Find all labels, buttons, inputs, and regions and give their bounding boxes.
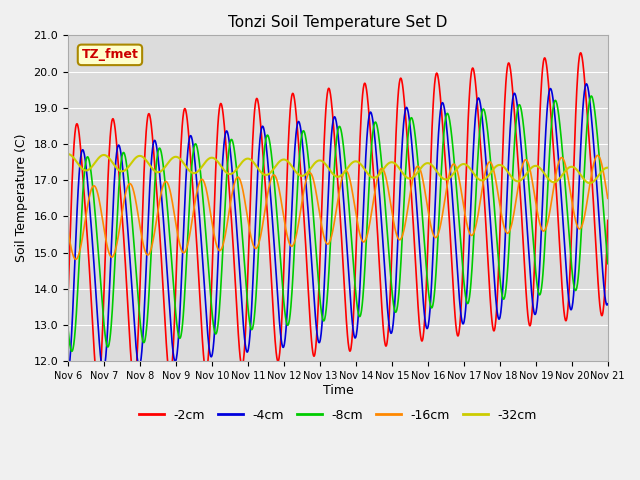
-32cm [586,180,593,186]
-4cm [314,336,322,342]
-32cm [64,151,72,157]
-16cm [106,253,114,259]
-32cm [293,170,301,176]
-2cm [106,134,114,140]
-32cm [305,169,312,175]
Legend: -2cm, -4cm, -8cm, -16cm, -32cm: -2cm, -4cm, -8cm, -16cm, -32cm [134,404,542,427]
-2cm [294,126,301,132]
-2cm [314,301,322,307]
Text: TZ_fmet: TZ_fmet [81,48,138,61]
-16cm [128,183,136,189]
-16cm [594,153,602,158]
-16cm [64,228,72,234]
-4cm [582,81,590,87]
-16cm [305,171,312,177]
-8cm [294,186,301,192]
-2cm [604,217,612,223]
-16cm [314,203,322,208]
-8cm [106,334,114,340]
-8cm [68,348,76,354]
Line: -2cm: -2cm [68,53,608,386]
Y-axis label: Soil Temperature (C): Soil Temperature (C) [15,134,28,263]
-8cm [128,218,136,224]
Line: -16cm: -16cm [68,156,608,259]
-32cm [106,156,114,162]
-16cm [72,256,80,262]
-32cm [314,158,322,164]
-8cm [588,93,595,99]
-8cm [314,276,322,282]
Title: Tonzi Soil Temperature Set D: Tonzi Soil Temperature Set D [228,15,447,30]
-32cm [371,175,379,180]
X-axis label: Time: Time [323,384,353,396]
-8cm [305,158,312,164]
-16cm [372,185,380,191]
-2cm [64,293,72,299]
-2cm [372,199,380,204]
-8cm [64,326,72,332]
Line: -8cm: -8cm [68,96,608,351]
-32cm [128,159,136,165]
-4cm [371,139,379,144]
-4cm [64,372,72,377]
-4cm [128,283,136,289]
-2cm [305,292,312,298]
-2cm [577,50,584,56]
-4cm [293,123,301,129]
-8cm [372,119,380,125]
-32cm [604,165,612,170]
-16cm [604,195,612,201]
Line: -4cm: -4cm [68,84,608,374]
-2cm [128,369,136,374]
-4cm [305,210,312,216]
-4cm [604,301,612,307]
-4cm [106,279,114,285]
-2cm [95,384,102,389]
-16cm [294,227,301,233]
Line: -32cm: -32cm [68,154,608,183]
-8cm [604,261,612,266]
